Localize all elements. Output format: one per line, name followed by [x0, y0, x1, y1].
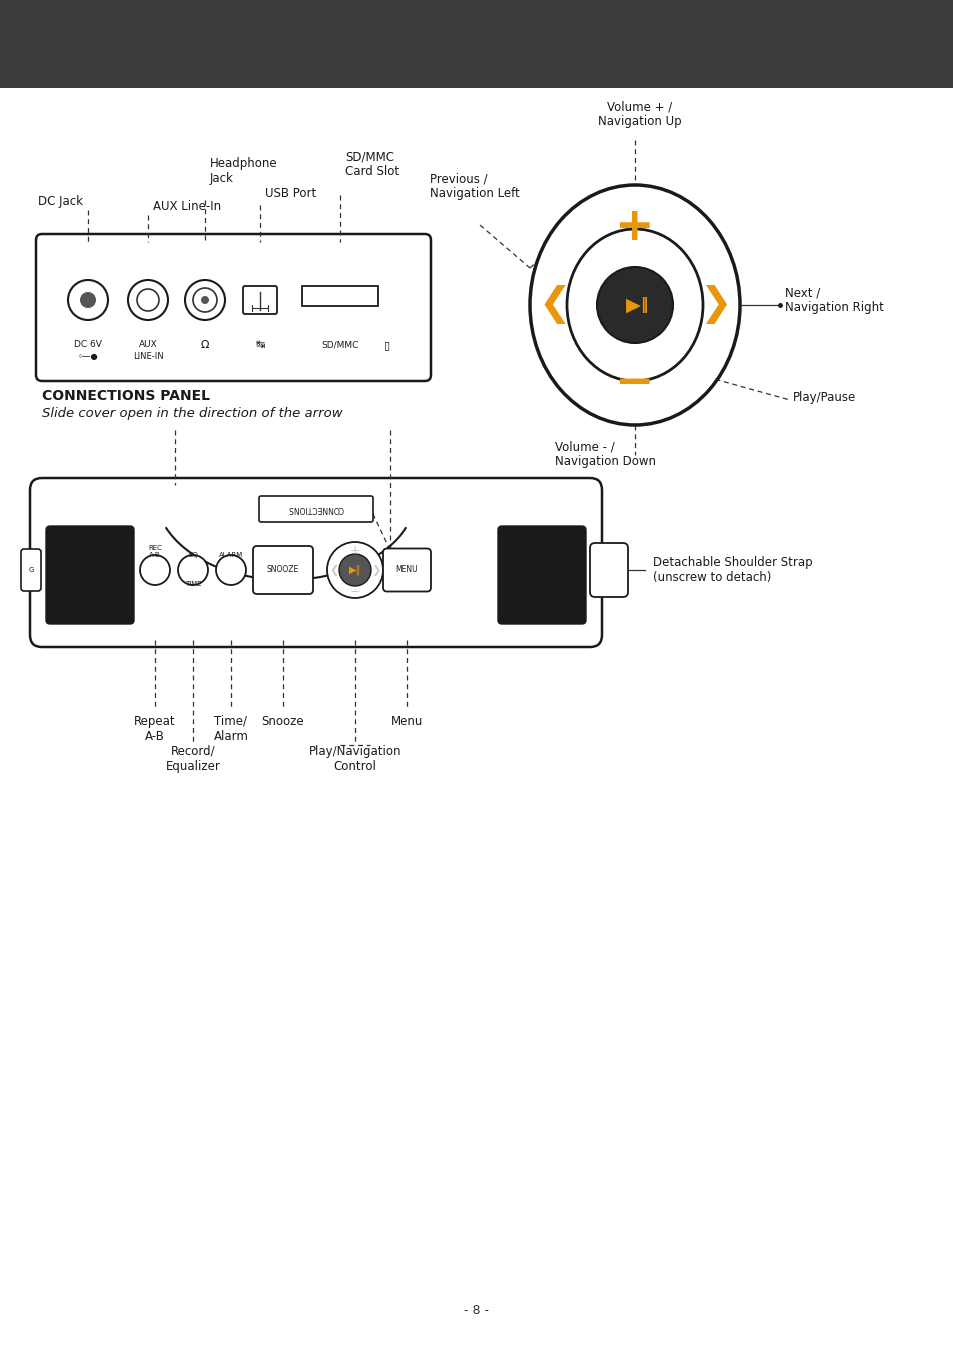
Text: MENU: MENU: [395, 566, 417, 574]
FancyBboxPatch shape: [253, 546, 313, 594]
Circle shape: [185, 280, 225, 320]
FancyBboxPatch shape: [36, 234, 431, 380]
Text: Detachable Shoulder Strap
(unscrew to detach): Detachable Shoulder Strap (unscrew to de…: [652, 556, 812, 584]
Text: ▶: ▶: [625, 295, 639, 314]
Text: AUX: AUX: [138, 340, 157, 349]
Circle shape: [327, 542, 382, 598]
Text: SD/MMC: SD/MMC: [321, 340, 358, 349]
Text: Play/Pause: Play/Pause: [792, 391, 856, 405]
Circle shape: [137, 288, 159, 311]
Circle shape: [140, 555, 170, 585]
Text: ❮: ❮: [329, 565, 338, 575]
Text: ◦—●: ◦—●: [77, 352, 98, 362]
Text: Time/
Alarm: Time/ Alarm: [213, 715, 248, 743]
FancyBboxPatch shape: [30, 478, 601, 647]
Text: ▶‖: ▶‖: [349, 565, 361, 575]
Circle shape: [597, 267, 672, 343]
FancyBboxPatch shape: [21, 548, 41, 590]
Text: Play/Navigation
Control: Play/Navigation Control: [309, 745, 401, 773]
Text: +: +: [615, 204, 654, 249]
Circle shape: [201, 297, 209, 305]
Text: USB Port: USB Port: [265, 187, 315, 200]
Text: EQ: EQ: [188, 552, 197, 558]
Text: TIME: TIME: [185, 581, 201, 588]
FancyBboxPatch shape: [382, 548, 431, 592]
Text: LOCATION OF CONTROLS: LOCATION OF CONTROLS: [206, 24, 747, 64]
Text: Snooze: Snooze: [261, 715, 304, 728]
Circle shape: [338, 554, 371, 586]
Text: ‖: ‖: [639, 297, 647, 313]
Text: ▯: ▯: [384, 340, 390, 349]
Text: Previous /
Navigation Left: Previous / Navigation Left: [430, 172, 519, 200]
Text: DC Jack: DC Jack: [38, 195, 83, 209]
Ellipse shape: [530, 185, 740, 425]
Text: ❮: ❮: [538, 286, 571, 325]
Text: +: +: [350, 543, 360, 556]
Text: Volume - /
Navigation Down: Volume - / Navigation Down: [555, 440, 656, 468]
Text: ❯: ❯: [371, 565, 380, 575]
Text: −: −: [615, 360, 654, 405]
Text: ❯: ❯: [698, 286, 731, 325]
Text: REC: REC: [148, 546, 162, 551]
Text: SNOOZE: SNOOZE: [267, 566, 299, 574]
Text: Slide cover open in the direction of the arrow: Slide cover open in the direction of the…: [42, 408, 342, 420]
Text: - 8 -: - 8 -: [464, 1304, 489, 1316]
Text: AUX Line-In: AUX Line-In: [152, 200, 221, 213]
FancyBboxPatch shape: [589, 543, 627, 597]
FancyBboxPatch shape: [497, 525, 585, 624]
Text: ↹: ↹: [255, 340, 264, 349]
Text: SD/MMC
Card Slot: SD/MMC Card Slot: [345, 150, 398, 177]
Text: A-B: A-B: [149, 552, 161, 558]
Text: CONNECTIONS PANEL: CONNECTIONS PANEL: [42, 389, 210, 403]
FancyBboxPatch shape: [46, 525, 133, 624]
Bar: [302, 286, 377, 306]
Text: Record/
Equalizer: Record/ Equalizer: [166, 745, 220, 773]
Text: Next /
Navigation Right: Next / Navigation Right: [784, 286, 882, 314]
Text: Repeat
A-B: Repeat A-B: [134, 715, 175, 743]
Text: CONNECTIONS: CONNECTIONS: [288, 505, 344, 513]
Circle shape: [128, 280, 168, 320]
Circle shape: [178, 555, 208, 585]
Text: ALARM: ALARM: [218, 552, 243, 558]
Circle shape: [215, 555, 246, 585]
FancyBboxPatch shape: [258, 496, 373, 523]
Text: Menu: Menu: [391, 715, 423, 728]
Text: LINE-IN: LINE-IN: [132, 352, 163, 362]
Text: −: −: [350, 585, 360, 598]
Circle shape: [193, 288, 216, 311]
Text: G: G: [29, 567, 33, 573]
Bar: [0, 0, 953, 88]
Circle shape: [68, 280, 108, 320]
Text: Volume + /
Navigation Up: Volume + / Navigation Up: [598, 100, 681, 129]
Text: Headphone
Jack: Headphone Jack: [210, 157, 277, 185]
Text: Ω: Ω: [200, 340, 209, 349]
Circle shape: [80, 292, 96, 307]
Text: DC 6V: DC 6V: [74, 340, 102, 349]
Ellipse shape: [566, 229, 702, 380]
FancyBboxPatch shape: [243, 286, 276, 314]
